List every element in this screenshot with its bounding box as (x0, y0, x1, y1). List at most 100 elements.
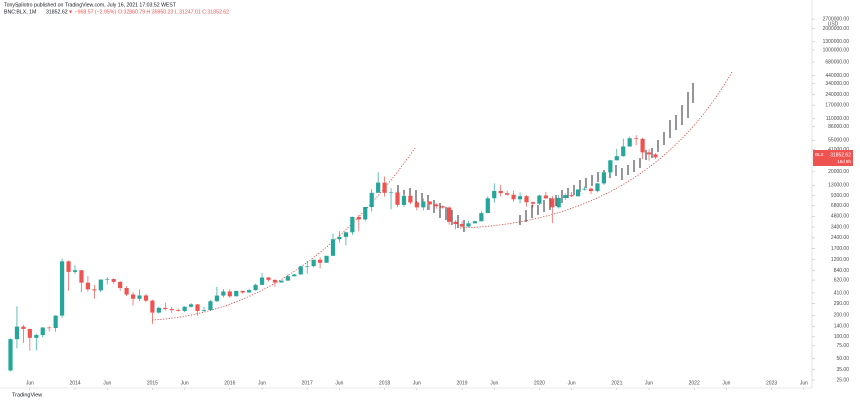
candle-body (595, 183, 600, 192)
price-label-price: 31852.62 (830, 152, 851, 158)
y-tick-label: 41000.00 (828, 147, 849, 153)
candle-body (324, 255, 329, 263)
candle-body (182, 306, 187, 311)
x-tick-label: 2023 (766, 380, 777, 386)
x-tick-label: 2019 (456, 380, 467, 386)
candle-body (511, 194, 516, 200)
candle-body (414, 202, 419, 208)
y-tick-label: 86000.00 (828, 124, 849, 130)
candle-body (163, 307, 168, 310)
y-tick-label: 620.00 (834, 277, 850, 283)
candle-body (111, 279, 116, 282)
y-tick-label: 1700.00 (831, 246, 849, 252)
candle-body (498, 190, 503, 194)
candle-body (72, 270, 78, 272)
y-tick-label: 680000.00 (825, 59, 849, 65)
y-tick-label: 170000.00 (825, 103, 849, 109)
candle-body (92, 289, 97, 291)
change: ▼ −968.57 (−2.95%) (68, 9, 116, 15)
candle-body (105, 279, 110, 280)
candle-body (537, 195, 542, 204)
candle-body (517, 196, 523, 200)
last-price: 31852.62 (46, 9, 68, 15)
candle-body (640, 138, 645, 153)
candle-body (459, 224, 465, 227)
y-tick-label: 4800.00 (831, 214, 849, 220)
x-tick-label: 2014 (69, 380, 80, 386)
candle-body (130, 294, 136, 299)
x-tick-label: 2016 (224, 380, 235, 386)
candle-body (427, 201, 432, 205)
y-tick-label: 290.00 (834, 301, 850, 307)
y-tick-label: 9300.00 (831, 193, 849, 199)
candle-body (150, 300, 155, 313)
y-tick-label: 1300000.00 (823, 39, 850, 45)
candle-body (227, 291, 232, 297)
candle-body (363, 207, 368, 220)
y-tick-label: 1200.00 (831, 257, 849, 263)
candle-body (272, 279, 278, 283)
candle-body (421, 201, 426, 208)
x-tick-label: Jun (258, 380, 266, 386)
candle-body (208, 301, 213, 311)
candle-body (440, 206, 445, 208)
x-tick-label: Jun (181, 380, 189, 386)
candle-body (79, 270, 84, 283)
candle-body (47, 327, 52, 329)
candle-body (408, 195, 413, 203)
candle-body (614, 156, 619, 161)
candle-body (176, 310, 181, 311)
candle-body (156, 307, 161, 313)
candle-body (466, 223, 471, 227)
candle-body (143, 295, 149, 301)
candle-body (530, 202, 536, 204)
y-tick-label: 3400.00 (831, 224, 849, 230)
x-tick-label: Jun (413, 380, 421, 386)
candle-body (53, 315, 58, 328)
candle-body (356, 216, 361, 220)
candle-body (627, 138, 632, 147)
candle-body (447, 207, 452, 222)
x-tick-label: 2015 (147, 380, 158, 386)
y-tick-label: 2700000.00 (823, 16, 850, 22)
y-tick-label: 35.00 (836, 367, 849, 373)
candle-body (388, 192, 394, 194)
x-tick-label: 2017 (302, 380, 313, 386)
author-line: TonySpilotro published on TradingView.co… (4, 2, 177, 8)
candle-body (588, 188, 594, 192)
candle-body (247, 290, 252, 293)
x-tick-label: 2018 (379, 380, 390, 386)
x-tick-label: Jun (800, 380, 808, 386)
y-tick-label: 75.00 (836, 343, 849, 349)
candle-body (14, 326, 20, 340)
x-tick-label: 2021 (611, 380, 622, 386)
candle-body (550, 198, 555, 208)
candle-body (608, 160, 613, 173)
candle-body (137, 295, 142, 299)
candle-body (505, 193, 510, 195)
candle-body (240, 290, 245, 293)
candle-body (214, 295, 219, 302)
candle-body (401, 195, 407, 205)
x-tick-label: Jun (335, 380, 343, 386)
y-tick-label: 200.00 (834, 313, 850, 319)
candle-body (382, 182, 387, 193)
candle-body (195, 304, 200, 311)
candle-body (60, 261, 65, 316)
candle-body (653, 154, 658, 158)
candle-body (472, 221, 477, 224)
x-tick-label: Jun (26, 380, 34, 386)
candle-body (8, 339, 13, 371)
candle-body (376, 182, 381, 193)
candle-body (311, 259, 316, 267)
symbol: BNC:BLX, 1M (4, 9, 36, 15)
candle-body (479, 213, 484, 222)
candle-body (350, 216, 355, 233)
y-tick-label: 840.00 (834, 268, 850, 274)
candle-body (569, 195, 574, 197)
candle-body (453, 221, 458, 225)
price-label-box (813, 150, 853, 166)
